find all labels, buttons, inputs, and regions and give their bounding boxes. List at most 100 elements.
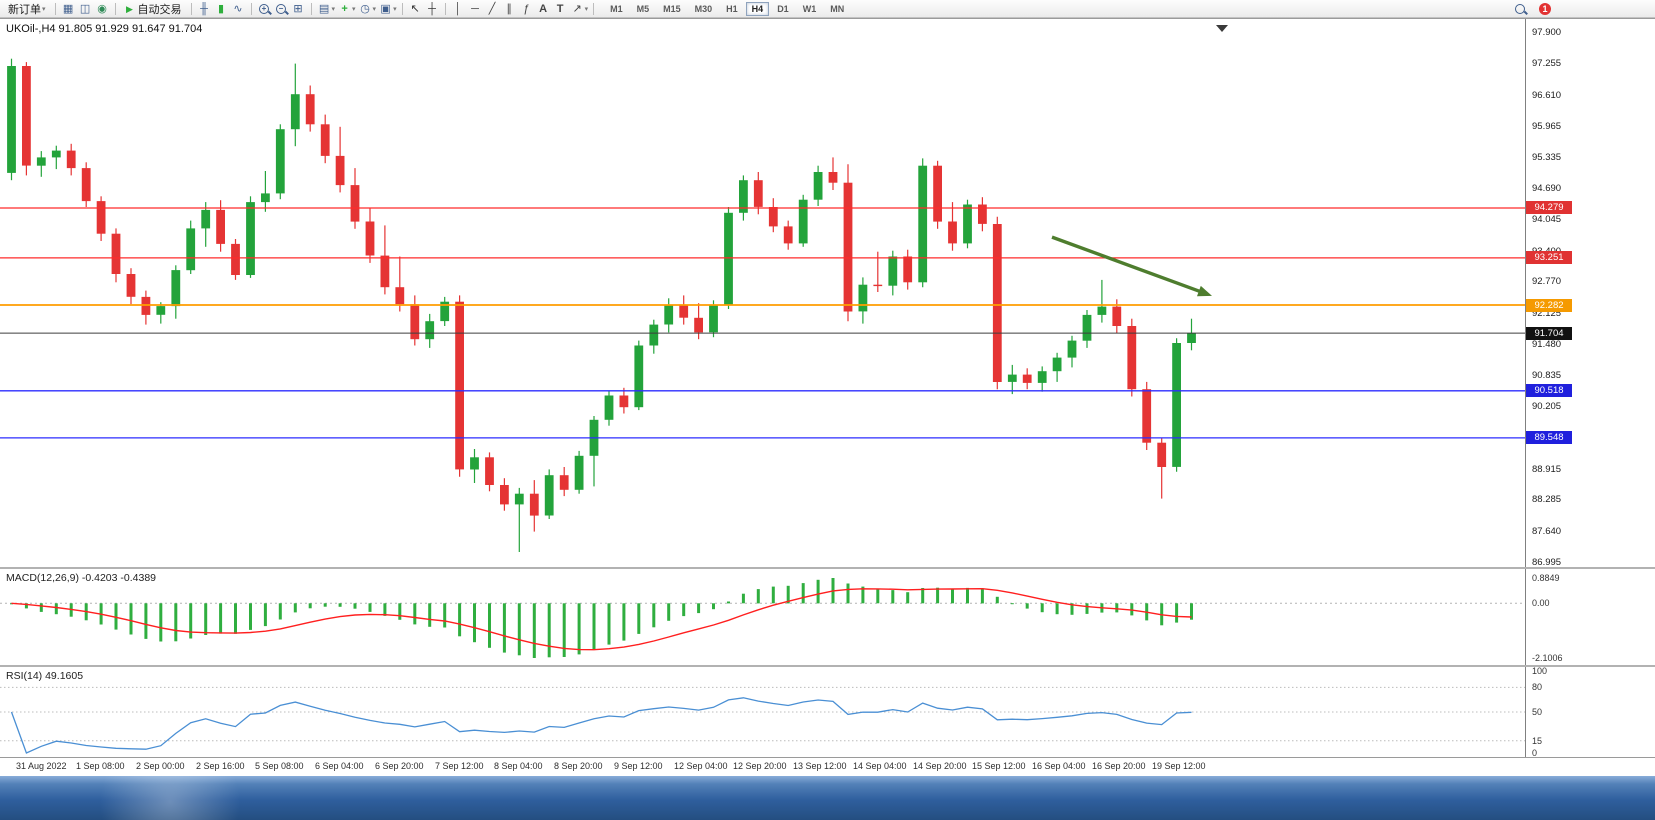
magnifier-minus-glyph: − bbox=[276, 3, 287, 14]
timeframe-button-m1[interactable]: M1 bbox=[610, 3, 623, 14]
macd-axis-label: 0.8849 bbox=[1532, 573, 1560, 583]
zoom-in-icon[interactable]: + bbox=[257, 1, 272, 17]
timeframe-button-m15[interactable]: M15 bbox=[663, 3, 681, 14]
time-axis-label: 5 Sep 08:00 bbox=[255, 761, 304, 771]
fibonacci-tool-icon[interactable]: ƒ bbox=[523, 2, 530, 15]
chevron-down-icon[interactable]: ▾ bbox=[352, 5, 356, 13]
price-level-badge: 92.282 bbox=[1526, 299, 1572, 312]
time-axis-label: 9 Sep 12:00 bbox=[614, 761, 663, 771]
timeframe-button-h1[interactable]: H1 bbox=[726, 3, 738, 14]
time-axis-label: 2 Sep 00:00 bbox=[136, 761, 185, 771]
price-tick: 97.900 bbox=[1532, 27, 1562, 38]
price-tick: 94.045 bbox=[1532, 214, 1562, 225]
profiles-icon[interactable]: ◫ bbox=[79, 2, 91, 15]
time-axis[interactable]: 31 Aug 2022 1 Sep 08:00 2 Sep 00:00 2 Sep 1… bbox=[0, 757, 1655, 776]
zoom-out-icon[interactable]: − bbox=[274, 1, 289, 17]
crosshair-icon[interactable]: ┼ bbox=[428, 2, 436, 15]
notification-badge[interactable]: 1 bbox=[1539, 2, 1551, 15]
rsi-axis-label: 80 bbox=[1532, 682, 1543, 692]
separator bbox=[310, 2, 312, 15]
price-tick: 91.480 bbox=[1532, 339, 1562, 350]
text-label-tool-icon[interactable]: T bbox=[556, 2, 564, 15]
auto-trading-button[interactable]: ▶ 自动交易 bbox=[121, 1, 186, 17]
rsi-indicator-chart[interactable] bbox=[0, 667, 1525, 757]
vertical-line-tool-icon[interactable]: │ bbox=[454, 2, 462, 15]
timeframe-toolbar: M1 M5 M15 M30 H1 H4 D1 W1 MN bbox=[603, 1, 851, 16]
price-scale[interactable]: 97.900 97.255 96.610 95.965 95.335 94.690 94.0… bbox=[1525, 19, 1655, 758]
separator bbox=[54, 2, 56, 15]
grid-icon[interactable]: ⊞ bbox=[293, 2, 303, 15]
toolbar: 新订单 ▾ ▦ ◫ ◉ ▶ 自动交易 ╫ ▮ ∿ + − ⊞ ▤ ▾ + ▾ ◷… bbox=[0, 0, 1655, 18]
periods-clock-icon[interactable]: ◷ bbox=[360, 2, 370, 15]
news-icon[interactable]: ◉ bbox=[97, 2, 107, 15]
price-level-badge: 89.548 bbox=[1526, 431, 1572, 444]
time-axis-label: 16 Sep 04:00 bbox=[1032, 761, 1086, 771]
price-level-badge: 93.251 bbox=[1526, 251, 1572, 264]
price-tick: 87.640 bbox=[1532, 526, 1562, 537]
timeframe-button-mn[interactable]: MN bbox=[830, 3, 845, 14]
taskbar[interactable] bbox=[0, 774, 1655, 820]
time-axis-label: 14 Sep 04:00 bbox=[853, 761, 907, 771]
timeframe-button-h4[interactable]: H4 bbox=[745, 1, 770, 16]
timeframe-button-m30[interactable]: M30 bbox=[694, 3, 713, 14]
chevron-down-icon: ▾ bbox=[42, 5, 46, 13]
price-level-badge: 94.279 bbox=[1526, 201, 1572, 214]
search-icon[interactable] bbox=[1512, 1, 1527, 17]
line-chart-type-icon[interactable]: ∿ bbox=[233, 2, 243, 15]
time-axis-label: 19 Sep 12:00 bbox=[1152, 761, 1206, 771]
symbol-ohlc-label: UKOil-,H4 91.805 91.929 91.647 91.704 bbox=[6, 23, 203, 35]
trendline-tool-icon[interactable]: ╱ bbox=[488, 2, 496, 15]
candlestick-chart-type-icon[interactable]: ▮ bbox=[217, 2, 225, 15]
timeframe-button-w1[interactable]: W1 bbox=[802, 3, 817, 14]
panel-splitter[interactable] bbox=[0, 665, 1655, 667]
bar-chart-type-icon[interactable]: ╫ bbox=[200, 2, 208, 15]
macd-axis-label: 0.00 bbox=[1532, 598, 1550, 608]
time-axis-label: 8 Sep 04:00 bbox=[494, 761, 543, 771]
chevron-down-icon[interactable]: ▾ bbox=[331, 5, 336, 13]
macd-label: MACD(12,26,9) -0.4203 -0.4389 bbox=[6, 572, 156, 584]
price-tick: 88.915 bbox=[1532, 464, 1562, 475]
new-chart-icon[interactable]: ▤ bbox=[318, 2, 330, 15]
new-order-label: 新订单 bbox=[8, 3, 41, 16]
macd-axis-label: -2.1006 bbox=[1532, 653, 1563, 663]
time-axis-label: 2 Sep 16:00 bbox=[196, 761, 245, 771]
magnifier-plus-glyph: + bbox=[259, 3, 270, 14]
separator bbox=[250, 2, 252, 15]
panel-splitter[interactable] bbox=[0, 567, 1655, 569]
time-axis-label: 14 Sep 20:00 bbox=[913, 761, 967, 771]
price-tick: 96.610 bbox=[1532, 90, 1562, 101]
separator bbox=[190, 2, 192, 15]
price-tick: 90.205 bbox=[1532, 401, 1562, 412]
price-tick: 94.690 bbox=[1532, 183, 1562, 194]
timeframe-button-d1[interactable]: D1 bbox=[777, 3, 789, 14]
macd-indicator-chart[interactable] bbox=[0, 569, 1525, 667]
price-tick: 95.335 bbox=[1532, 152, 1562, 163]
time-axis-label: 1 Sep 08:00 bbox=[76, 761, 125, 771]
time-axis-label: 15 Sep 12:00 bbox=[972, 761, 1026, 771]
price-level-badge: 90.518 bbox=[1526, 384, 1572, 397]
separator bbox=[401, 2, 403, 15]
time-axis-label: 31 Aug 2022 bbox=[16, 761, 67, 771]
chevron-down-icon[interactable]: ▾ bbox=[372, 5, 377, 13]
chevron-down-icon[interactable]: ▾ bbox=[584, 5, 589, 13]
time-axis-label: 7 Sep 12:00 bbox=[435, 761, 484, 771]
time-axis-label: 6 Sep 20:00 bbox=[375, 761, 424, 771]
channel-tool-icon[interactable]: ∥ bbox=[506, 2, 512, 15]
timeframe-button-m5[interactable]: M5 bbox=[636, 3, 650, 14]
horizontal-line-tool-icon[interactable]: ─ bbox=[471, 2, 479, 15]
rsi-axis-label: 0 bbox=[1532, 748, 1538, 758]
chevron-down-icon[interactable]: ▾ bbox=[393, 5, 397, 13]
time-axis-label: 16 Sep 20:00 bbox=[1092, 761, 1146, 771]
price-chart[interactable] bbox=[0, 19, 1525, 569]
time-axis-label: 6 Sep 04:00 bbox=[315, 761, 364, 771]
time-axis-label: 12 Sep 20:00 bbox=[733, 761, 787, 771]
templates-icon[interactable]: ▣ bbox=[380, 2, 391, 15]
text-tool-icon[interactable]: A bbox=[539, 2, 548, 15]
cursor-icon[interactable]: ↖ bbox=[410, 2, 420, 15]
rsi-label: RSI(14) 49.1605 bbox=[6, 670, 84, 682]
shapes-tool-icon[interactable]: ↗ bbox=[572, 2, 582, 15]
price-tick: 95.965 bbox=[1532, 121, 1562, 132]
indicators-add-icon[interactable]: + bbox=[341, 2, 348, 15]
charts-grid-icon[interactable]: ▦ bbox=[62, 2, 74, 15]
new-order-button[interactable]: 新订单 ▾ bbox=[4, 1, 50, 17]
